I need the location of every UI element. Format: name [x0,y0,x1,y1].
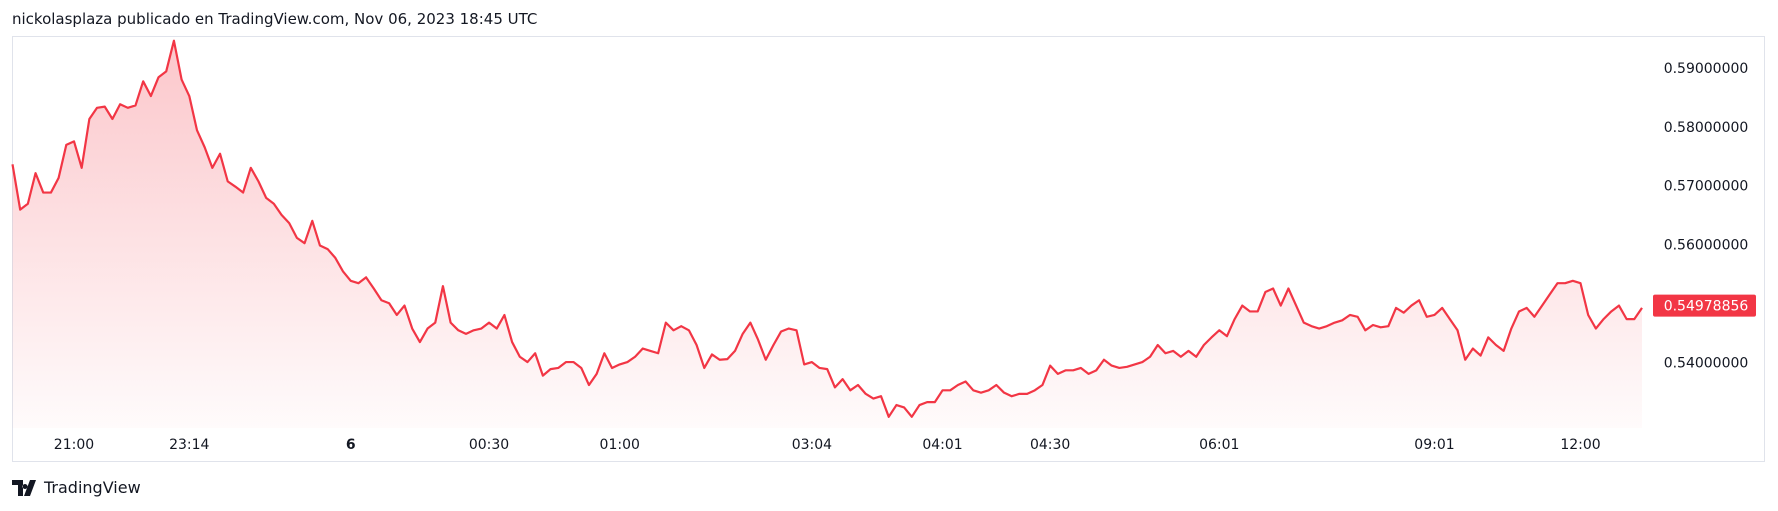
x-tick-label: 12:00 [1560,437,1600,453]
area-fill [12,40,1642,429]
x-tick-label: 04:30 [1030,437,1070,453]
last-price-badge [1653,294,1756,317]
brand: TradingView [44,478,141,497]
x-tick-label: 6 [346,437,356,453]
x-tick-label: 04:01 [922,437,962,453]
x-tick-label: 01:00 [600,437,640,453]
price-line [11,39,1643,418]
y-tick-label: 0.57000000 [1664,179,1749,195]
x-tick-label: 09:01 [1414,437,1454,453]
y-tick-label: 0.58000000 [1664,120,1749,136]
x-tick-label: 06:01 [1199,437,1239,453]
y-tick-label: 0.56000000 [1664,238,1749,254]
x-tick-label: 21:00 [54,437,94,453]
header: nickolasplaza publicado en TradingView.c… [12,10,538,28]
y-tick-label: 0.54000000 [1664,355,1749,371]
x-tick-label: 23:14 [169,437,209,453]
logo [12,479,36,496]
x-tick-label: 00:30 [469,437,509,453]
y-tick-label: 0.59000000 [1664,61,1749,77]
x-tick-label: 03:04 [792,437,832,453]
last-price-label: 0.54978856 [1664,299,1749,315]
footer: TradingView [12,478,141,497]
